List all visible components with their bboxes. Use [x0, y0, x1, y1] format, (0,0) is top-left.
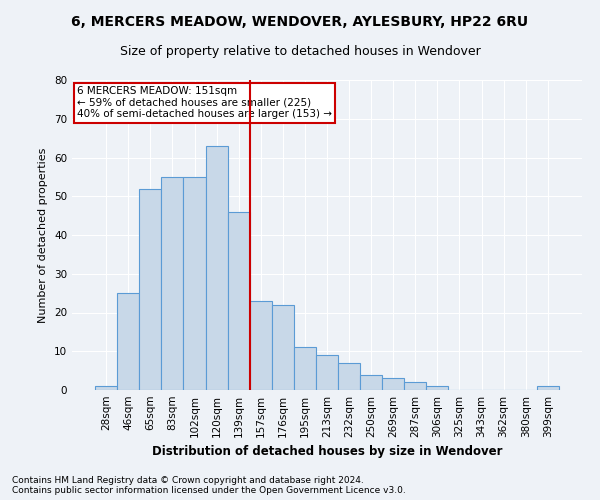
Bar	[427, 386, 448, 390]
Bar	[161, 177, 184, 390]
Bar	[360, 374, 382, 390]
Bar	[382, 378, 404, 390]
Bar	[294, 348, 316, 390]
Bar	[404, 382, 427, 390]
Text: 6 MERCERS MEADOW: 151sqm
← 59% of detached houses are smaller (225)
40% of semi-: 6 MERCERS MEADOW: 151sqm ← 59% of detach…	[77, 86, 332, 120]
Bar	[537, 386, 559, 390]
Bar	[139, 188, 161, 390]
Text: 6, MERCERS MEADOW, WENDOVER, AYLESBURY, HP22 6RU: 6, MERCERS MEADOW, WENDOVER, AYLESBURY, …	[71, 15, 529, 29]
Text: Contains HM Land Registry data © Crown copyright and database right 2024.: Contains HM Land Registry data © Crown c…	[12, 476, 364, 485]
Bar	[95, 386, 117, 390]
Bar	[316, 355, 338, 390]
Bar	[250, 301, 272, 390]
Bar	[227, 212, 250, 390]
Text: Size of property relative to detached houses in Wendover: Size of property relative to detached ho…	[119, 45, 481, 58]
Bar	[338, 363, 360, 390]
Bar	[206, 146, 227, 390]
Text: Contains public sector information licensed under the Open Government Licence v3: Contains public sector information licen…	[12, 486, 406, 495]
Bar	[272, 304, 294, 390]
X-axis label: Distribution of detached houses by size in Wendover: Distribution of detached houses by size …	[152, 446, 502, 458]
Bar	[117, 293, 139, 390]
Bar	[184, 177, 206, 390]
Y-axis label: Number of detached properties: Number of detached properties	[38, 148, 49, 322]
